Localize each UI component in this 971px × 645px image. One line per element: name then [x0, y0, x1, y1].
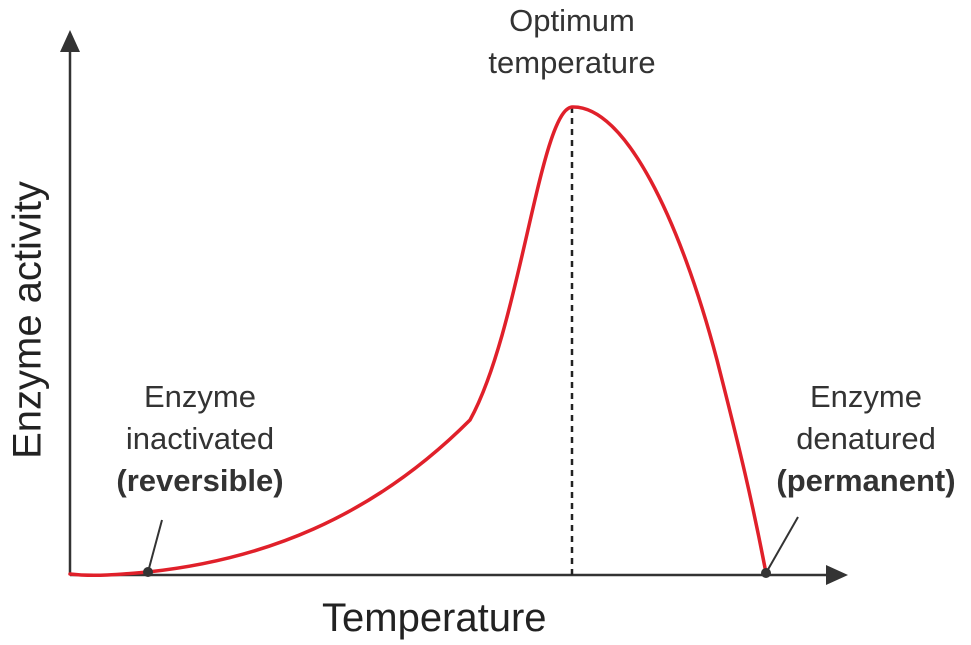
enzyme-denatured-label: Enzyme denatured (permanent) — [761, 376, 971, 502]
inactivated-label-line1: Enzyme — [144, 379, 256, 414]
inactivated-label-line3: (reversible) — [116, 463, 284, 498]
optimum-temperature-label: Optimum temperature — [457, 0, 687, 84]
x-axis-arrowhead — [826, 565, 848, 585]
inactivated-label-line2: inactivated — [125, 421, 275, 456]
denatured-pointer-line — [765, 516, 799, 574]
denatured-label-line2: denatured — [796, 421, 936, 456]
y-axis-title: Enzyme activity — [5, 181, 50, 459]
inactivated-point — [143, 567, 153, 577]
enzyme-inactivated-label: Enzyme inactivated (reversible) — [90, 376, 310, 502]
denatured-label-line1: Enzyme — [810, 379, 922, 414]
x-axis-title: Temperature — [322, 596, 547, 640]
y-axis-arrowhead — [60, 30, 80, 52]
activity-curve — [68, 105, 768, 578]
denatured-label-line3: (permanent) — [776, 463, 956, 498]
denatured-point — [761, 568, 771, 578]
inactivated-pointer-line — [147, 519, 163, 573]
optimum-label-line1: Optimum — [509, 3, 635, 38]
optimum-label-line2: temperature — [488, 45, 656, 80]
